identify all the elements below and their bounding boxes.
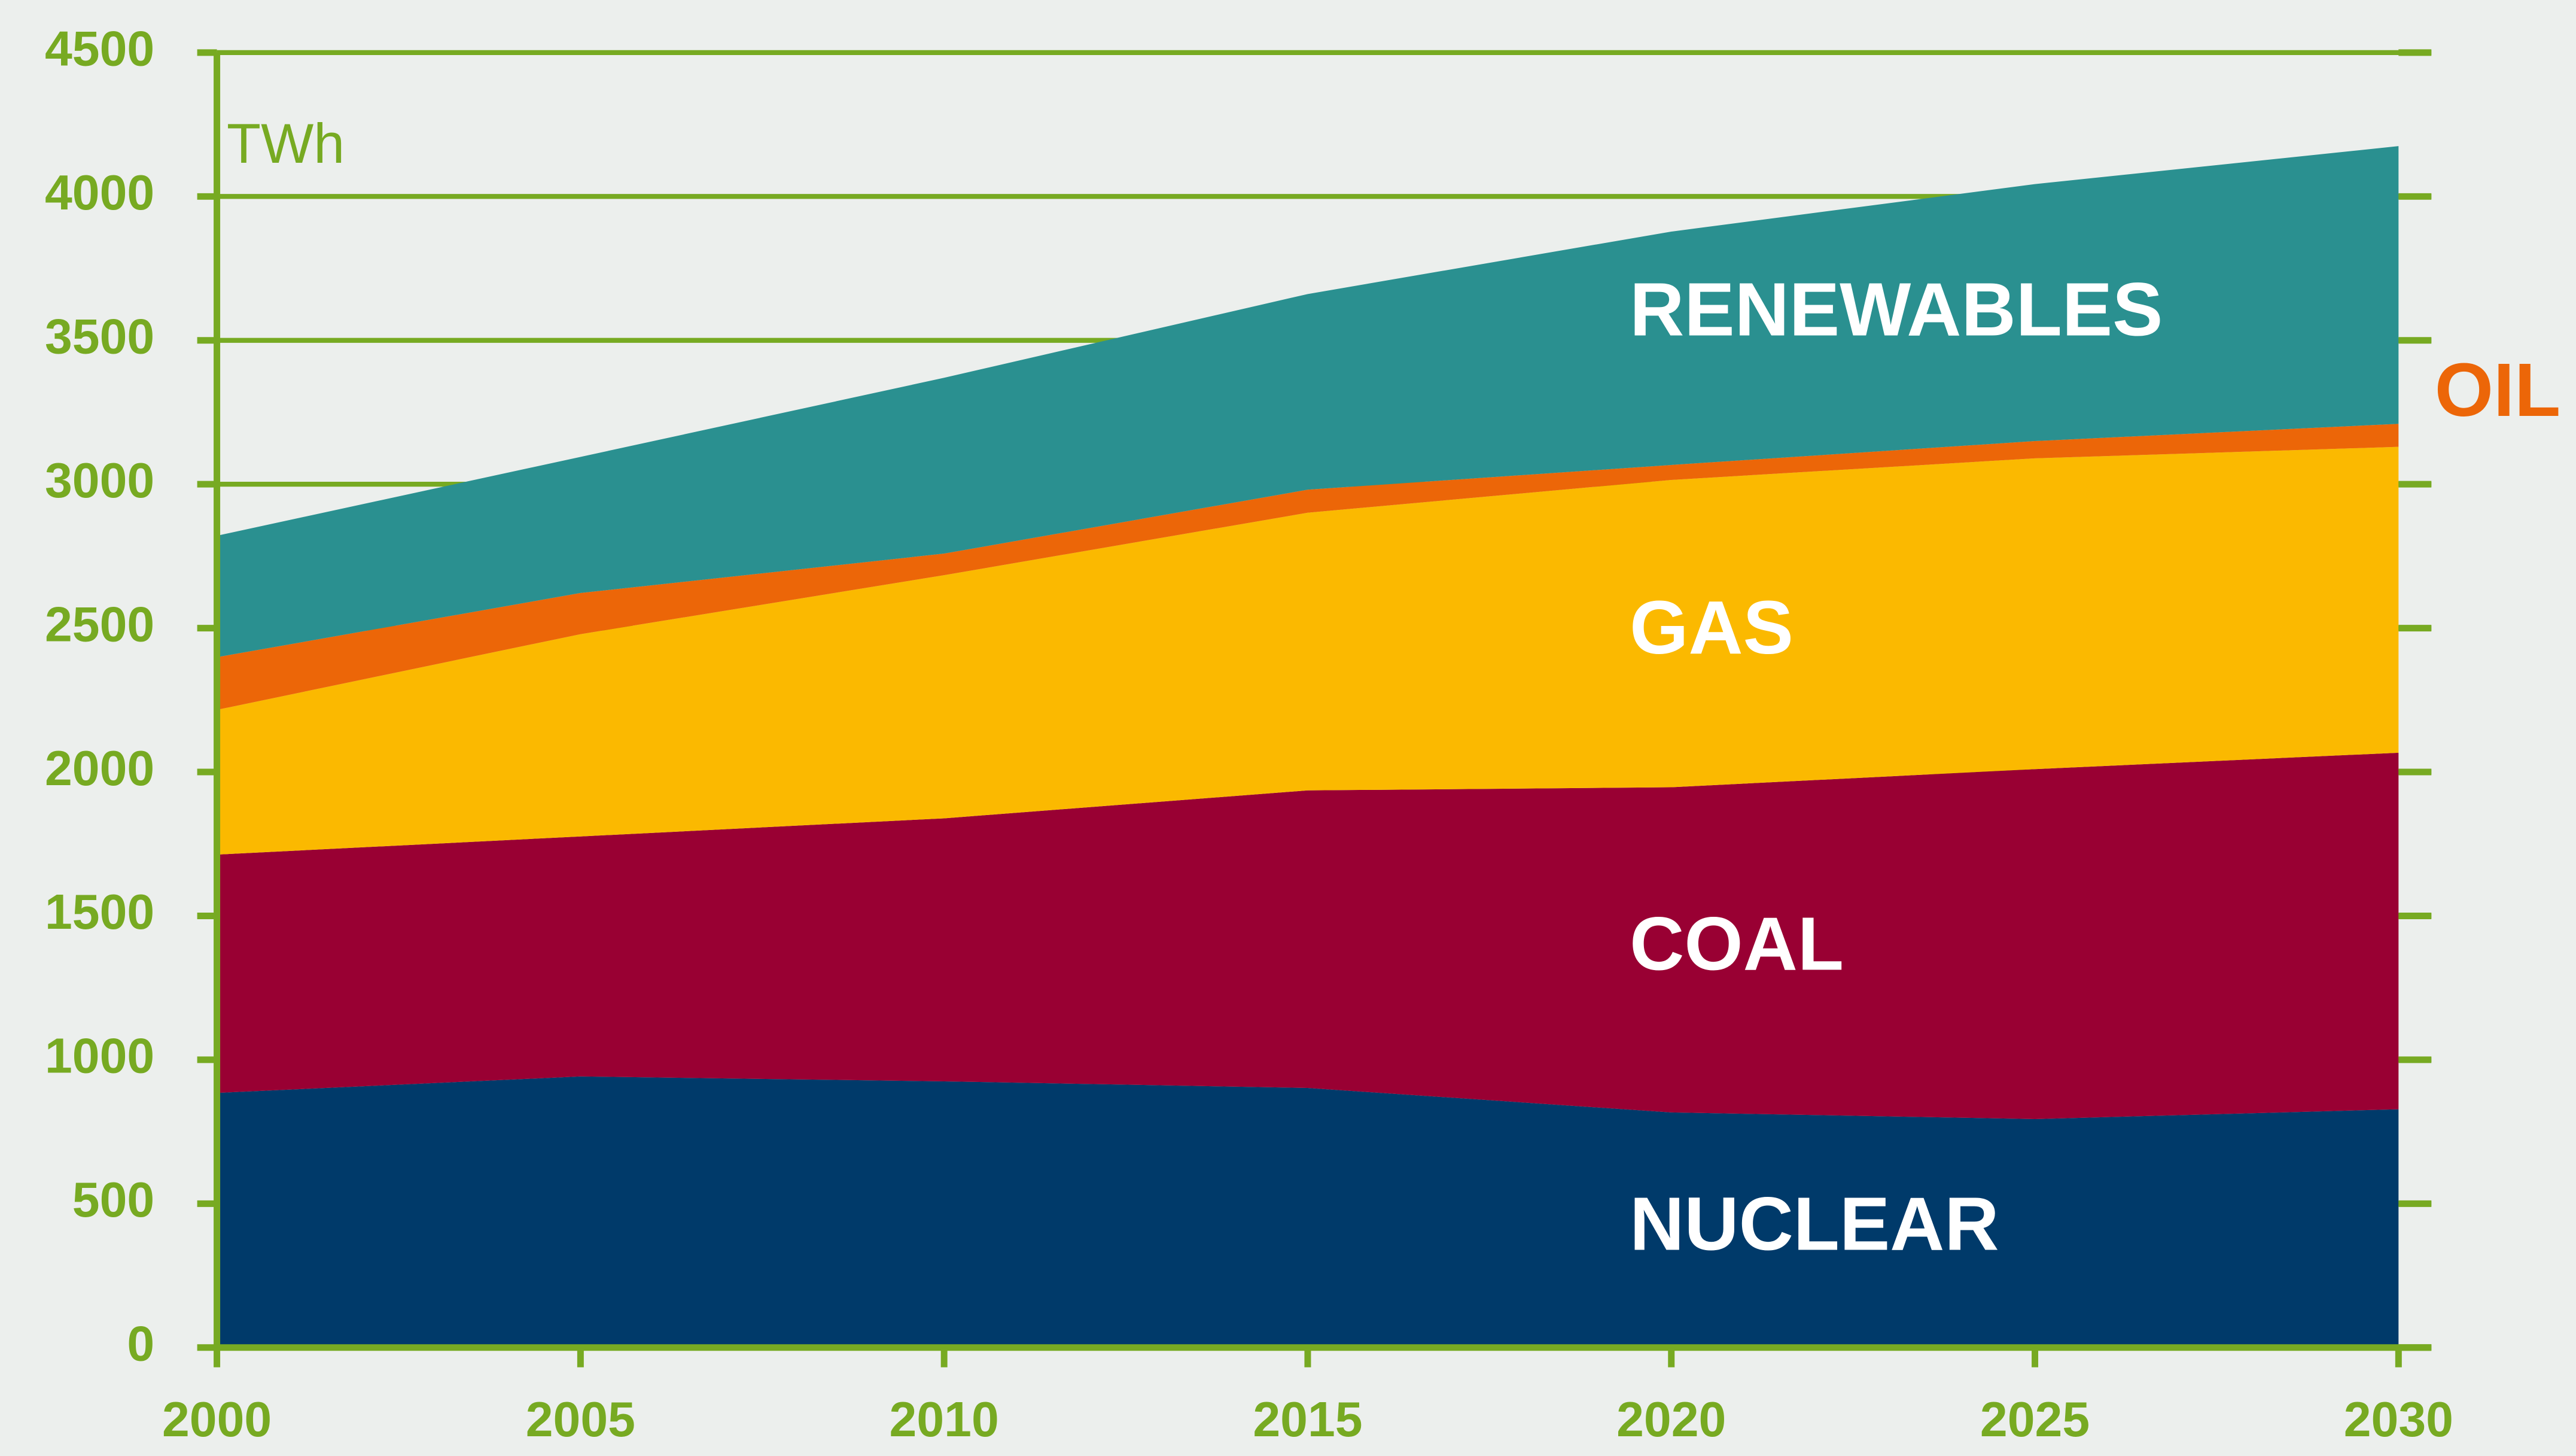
x-tick-label: 2010 [890,1392,999,1447]
y-tick-label: 2500 [45,597,154,652]
y-tick-label: 4000 [45,165,154,220]
y-tick-label: 0 [127,1317,154,1372]
x-tick-label: 2000 [162,1392,272,1447]
series-label: COAL [1630,902,1844,986]
area [217,1076,2399,1348]
series-label: GAS [1630,585,1794,670]
y-tick-label: 3500 [45,309,154,364]
y-tick-label: 1500 [45,884,154,940]
x-tick-label: 2020 [1616,1392,1726,1447]
y-tick-label: 500 [72,1172,154,1227]
area [217,424,2399,710]
y-axis-label: TWh [227,112,345,175]
y-tick-label: 4500 [45,22,154,77]
y-tick-label: 1000 [45,1029,154,1084]
series-label: NUCLEAR [1630,1182,1999,1266]
x-tick-label: 2005 [526,1392,635,1447]
area [217,146,2399,658]
x-tick-label: 2015 [1253,1392,1362,1447]
x-tick-label: 2030 [2344,1392,2453,1447]
area [217,446,2399,855]
x-tick-label: 2025 [1980,1392,2090,1447]
area [217,752,2399,1119]
y-tick-label: 3000 [45,453,154,508]
y-tick-label: 2000 [45,741,154,796]
series-label: RENEWABLES [1630,267,2163,351]
series-label: OIL [2435,348,2560,432]
